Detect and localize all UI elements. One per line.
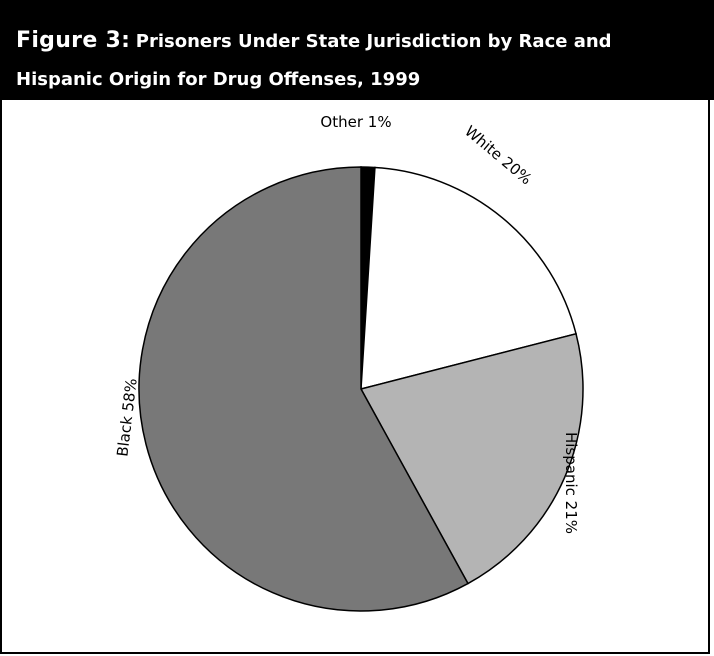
slice-label-white: White 20%	[461, 122, 535, 188]
pie-chart-area: Other 1% White 20% Hispanic 21% Black 58%	[2, 100, 714, 656]
pie-chart: Other 1% White 20% Hispanic 21% Black 58%	[113, 113, 584, 612]
chart-title: Prisoners Under State Jurisdiction by Ra…	[16, 31, 612, 90]
figure-header: Figure 3: Prisoners Under State Jurisdic…	[2, 0, 714, 100]
pie-slice-hispanic	[359, 332, 584, 585]
figure-label: Figure 3:	[16, 28, 131, 53]
slice-label-hispanic: Hispanic 21%	[562, 432, 580, 534]
pie-slice-black	[138, 166, 469, 612]
slice-label-black: Black 58%	[113, 377, 140, 457]
pie-slice-white	[360, 166, 577, 390]
slice-label-other: Other 1%	[320, 113, 391, 131]
